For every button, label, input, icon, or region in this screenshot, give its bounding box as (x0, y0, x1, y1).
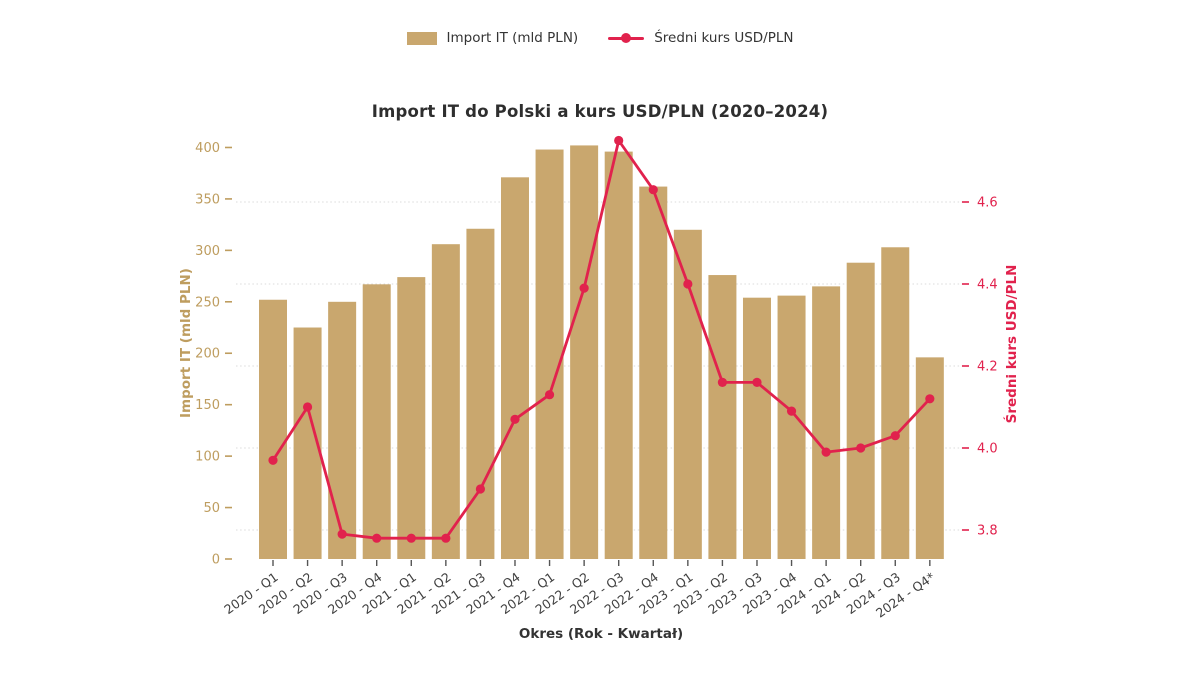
line-marker-icon (608, 32, 645, 45)
bar (362, 284, 391, 559)
line-point (925, 394, 935, 404)
line-point (441, 533, 451, 543)
bar (881, 247, 910, 559)
line-point (890, 431, 900, 441)
line-point (268, 455, 278, 465)
left-tick-label: 300 (195, 244, 220, 259)
bar (742, 297, 771, 559)
bar (639, 186, 668, 559)
line-point (683, 279, 693, 289)
bar (397, 277, 426, 559)
line-point (752, 377, 762, 387)
legend-item-bars: Import IT (mld PLN) (406, 30, 579, 46)
bar (570, 145, 599, 559)
bar (673, 229, 702, 559)
x-axis-title: Okres (Rok - Kwartał) (519, 626, 683, 642)
line-point (579, 283, 589, 293)
line-point (302, 402, 313, 412)
line-point (717, 377, 728, 387)
line-point (406, 533, 416, 543)
legend-bar-label: Import IT (mld PLN) (446, 30, 579, 46)
chart-title: Import IT do Polski a kurs USD/PLN (2020… (371, 102, 829, 121)
right-tick-label: 3.8 (977, 524, 998, 539)
left-tick-label: 150 (195, 398, 220, 413)
line-point (856, 443, 866, 453)
line-point (786, 406, 797, 416)
bar (328, 301, 357, 559)
left-axis-title: Import IT (mld PLN) (178, 268, 194, 418)
bar (708, 275, 737, 559)
bar (535, 149, 564, 559)
left-tick-label: 200 (195, 347, 220, 362)
line-point (510, 414, 520, 424)
bar (812, 286, 841, 559)
left-tick-label: 350 (195, 192, 220, 207)
right-tick-label: 4.4 (977, 278, 998, 293)
line-point (544, 390, 555, 400)
line-point (337, 529, 347, 539)
bar (604, 151, 633, 559)
left-tick-label: 400 (195, 141, 220, 156)
left-tick-label: 50 (203, 501, 220, 516)
line-point (614, 135, 624, 146)
right-tick-label: 4.6 (977, 196, 998, 211)
legend-item-line: Średni kurs USD/PLN (608, 30, 793, 46)
bar (777, 295, 806, 559)
bar (431, 244, 460, 559)
line-point (648, 185, 658, 195)
bar (466, 228, 495, 560)
bar (915, 357, 944, 559)
right-tick-label: 4.2 (977, 360, 998, 375)
legend: Import IT (mld PLN) Średni kurs USD/PLN (0, 30, 1200, 46)
bar (259, 299, 287, 559)
left-tick-label: 100 (195, 450, 220, 465)
right-tick-label: 4.0 (977, 442, 998, 457)
right-axis-title: Średni kurs USD/PLN (1002, 265, 1020, 424)
bar-swatch-icon (406, 31, 437, 45)
line-point (821, 447, 831, 457)
line-point (475, 484, 486, 494)
left-tick-label: 0 (212, 553, 220, 568)
line-series (271, 139, 932, 540)
legend-line-label: Średni kurs USD/PLN (654, 30, 794, 46)
bar (500, 177, 529, 560)
left-tick-label: 250 (195, 295, 220, 310)
bar (846, 262, 875, 559)
line-point (372, 533, 382, 543)
